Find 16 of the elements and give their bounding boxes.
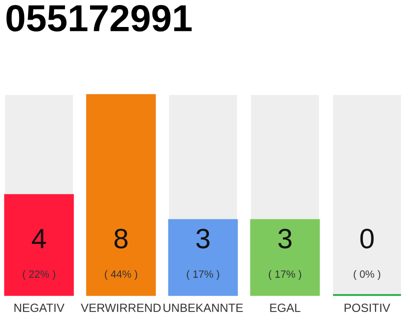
annotation: ( 0% ) <box>354 270 380 280</box>
x-tick-label: UNBEKANNTE <box>164 304 243 312</box>
annotation: ( 22% ) <box>22 270 56 280</box>
annotation: ( 44% ) <box>104 270 138 280</box>
data-label: 8 <box>114 228 128 248</box>
x-tick-label: VERWIRREND <box>80 304 161 312</box>
x-tick-label: NEGATIV <box>14 304 64 312</box>
data-label: 3 <box>196 228 210 248</box>
x-tick-label: POSITIV <box>344 304 390 312</box>
data-label: 3 <box>278 228 292 248</box>
chart-title: 055172991 <box>6 4 192 32</box>
annotation: ( 17% ) <box>268 270 302 280</box>
annotation: ( 17% ) <box>186 270 220 280</box>
x-tick-label: EGAL <box>270 304 300 312</box>
data-label: 4 <box>32 229 46 248</box>
data-label: 0 <box>360 228 374 248</box>
